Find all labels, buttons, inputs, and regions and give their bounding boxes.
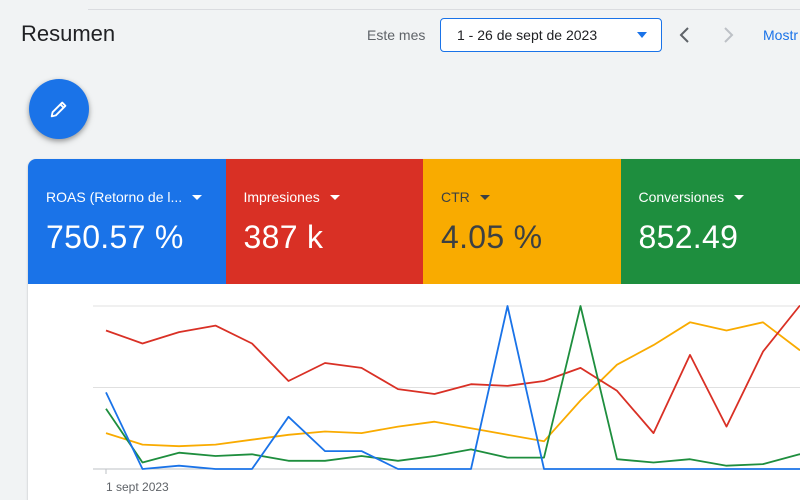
caret-down-icon[interactable] bbox=[734, 194, 745, 200]
prev-period-button[interactable] bbox=[673, 23, 697, 47]
metric-value: 387 k bbox=[243, 219, 324, 255]
series-line-0 bbox=[105, 305, 800, 470]
metric-value: 750.57 % bbox=[46, 219, 184, 255]
metric-tile-impressions[interactable]: Impresiones 387 k bbox=[225, 159, 423, 284]
date-range-value: 1 - 26 de sept de 2023 bbox=[457, 27, 598, 43]
series-line-1 bbox=[105, 305, 800, 435]
period-label: Este mes bbox=[367, 27, 426, 43]
metric-name: Conversiones bbox=[638, 189, 725, 205]
caret-down-icon[interactable] bbox=[329, 194, 340, 200]
pencil-icon bbox=[50, 101, 67, 118]
metric-value: 4.05 % bbox=[441, 219, 543, 255]
page-title: Resumen bbox=[21, 21, 116, 46]
metric-name: CTR bbox=[441, 189, 470, 205]
metric-name: ROAS (Retorno de l... bbox=[46, 189, 183, 205]
caret-down-icon[interactable] bbox=[192, 194, 203, 200]
chevron-right-icon bbox=[724, 27, 734, 43]
summary-card: ROAS (Retorno de l... 750.57 % Impresion… bbox=[28, 159, 800, 500]
edit-button[interactable] bbox=[29, 79, 89, 139]
series-line-3 bbox=[105, 305, 800, 467]
date-range-select[interactable]: 1 - 26 de sept de 2023 bbox=[440, 18, 662, 52]
metric-name: Impresiones bbox=[243, 189, 320, 205]
caret-down-icon[interactable] bbox=[479, 194, 490, 200]
metric-tile-conversions[interactable]: Conversiones 852.49 bbox=[620, 159, 800, 284]
metric-tile-ctr[interactable]: CTR 4.05 % bbox=[423, 159, 621, 284]
performance-chart: 1 sept 2023 bbox=[28, 284, 800, 500]
metric-tile-roas[interactable]: ROAS (Retorno de l... 750.57 % bbox=[28, 159, 226, 284]
caret-down-icon bbox=[637, 32, 647, 38]
x-axis-start-label: 1 sept 2023 bbox=[106, 480, 169, 494]
metric-tiles: ROAS (Retorno de l... 750.57 % Impresion… bbox=[28, 159, 800, 284]
line-chart bbox=[93, 305, 800, 474]
top-divider bbox=[88, 9, 800, 10]
next-period-button[interactable] bbox=[716, 23, 740, 47]
metric-value: 852.49 bbox=[638, 219, 739, 255]
chevron-left-icon bbox=[679, 27, 689, 43]
series-line-2 bbox=[105, 321, 800, 448]
more-link[interactable]: Mostr bbox=[763, 27, 798, 43]
